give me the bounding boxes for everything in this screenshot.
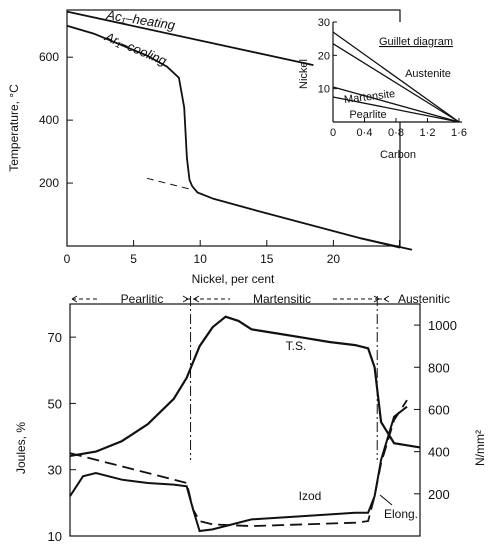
region-label-martensitic: Martensitic <box>253 292 311 306</box>
top-x-tick-label: 15 <box>260 252 274 266</box>
top-y-tick-label: 600 <box>39 50 59 64</box>
inset-series <box>332 31 460 123</box>
elong-line <box>69 399 408 528</box>
properties-chart: 10 30 50 70 200 400 600 800 1000 Pearlitic Marte… <box>14 292 487 544</box>
top-series <box>66 10 413 251</box>
inset-x-axis-label: Carbon <box>380 149 416 161</box>
top-x-tick-label: 0 <box>64 252 71 266</box>
inset-x-tick-label: 1·2 <box>420 127 436 139</box>
inset-boundary-line <box>332 86 460 123</box>
inset-boundary-line <box>332 96 460 123</box>
heating-line <box>66 10 314 66</box>
inset-x-tick-label: 0 <box>330 127 336 139</box>
izod-line <box>69 405 408 533</box>
bottom-y-tick-label: 10 <box>48 529 62 544</box>
inset-y-tick-label: 10 <box>318 84 330 96</box>
top-x-tick-label: 20 <box>327 252 341 266</box>
bottom-y2-tick-label: 1000 <box>428 318 457 333</box>
cooling-line-tail <box>359 237 413 251</box>
region-label-austenitic: Austenitic <box>398 292 450 306</box>
top-y-axis-label: Temperature, °C <box>7 84 21 172</box>
elong-leader <box>379 494 393 506</box>
inset-x-tick-label: 0·8 <box>388 127 404 139</box>
bottom-y-tick-label: 30 <box>48 463 62 478</box>
elong-label: Elong. <box>384 507 418 521</box>
top-x-tick-label: 10 <box>194 252 208 266</box>
inset-title: Guillet diagram <box>379 36 453 48</box>
bottom-y2-tick-label: 200 <box>428 487 450 502</box>
austenite-label: Austenite <box>405 68 451 80</box>
region-boundaries <box>71 295 390 460</box>
region-arrowheads <box>71 295 390 303</box>
inset-axis-ticks: 0 0·4 0·8 1·2 1·6 10 20 30 <box>318 17 467 139</box>
bottom-series <box>69 315 421 533</box>
bottom-y2-tick-label: 400 <box>428 445 450 460</box>
heating-label: Ac₁–heating <box>105 7 177 33</box>
ts-line <box>69 315 421 457</box>
top-x-tick-label: 5 <box>130 252 137 266</box>
top-y-tick-label: 400 <box>39 113 59 127</box>
top-x-axis-label: Nickel, per cent <box>192 272 275 286</box>
cooling-label: Ar₁–cooling <box>102 29 170 69</box>
bottom-plot-frame <box>69 303 421 537</box>
top-plot-frame <box>66 9 401 247</box>
bottom-y2-tick-label: 600 <box>428 402 450 417</box>
bottom-y-tick-label: 70 <box>48 330 62 345</box>
inset-x-tick-label: 0·4 <box>357 127 373 139</box>
inset-boundary-line <box>332 31 460 123</box>
inset-boundary-line <box>332 43 460 123</box>
pearlite-label: Pearlite <box>349 109 386 121</box>
ts-label: T.S. <box>286 339 307 353</box>
izod-label: Izod <box>299 489 322 503</box>
bottom-y-tick-label: 50 <box>48 396 62 411</box>
bottom-y2-axis-label: N/mm² <box>473 430 487 466</box>
cooling-line <box>66 24 401 249</box>
extrapolation-line <box>146 177 194 191</box>
inset-y-tick-label: 20 <box>318 50 330 62</box>
bottom-y2-tick-label: 800 <box>428 360 450 375</box>
inset-x-tick-label: 1·6 <box>451 127 467 139</box>
top-y-tick-label: 200 <box>39 176 59 190</box>
inset-y-tick-label: 30 <box>318 17 330 29</box>
region-label-pearlitic: Pearlitic <box>121 292 164 306</box>
inset-y-axis-label: Nickel <box>298 59 310 89</box>
guillet-diagram: 0 0·4 0·8 1·2 1·6 10 20 30 Guillet diagram Aust… <box>298 17 467 161</box>
bottom-y-axis-label: Joules, % <box>14 422 28 474</box>
bottom-axis-ticks: 10 30 50 70 200 400 600 800 1000 <box>48 318 457 544</box>
